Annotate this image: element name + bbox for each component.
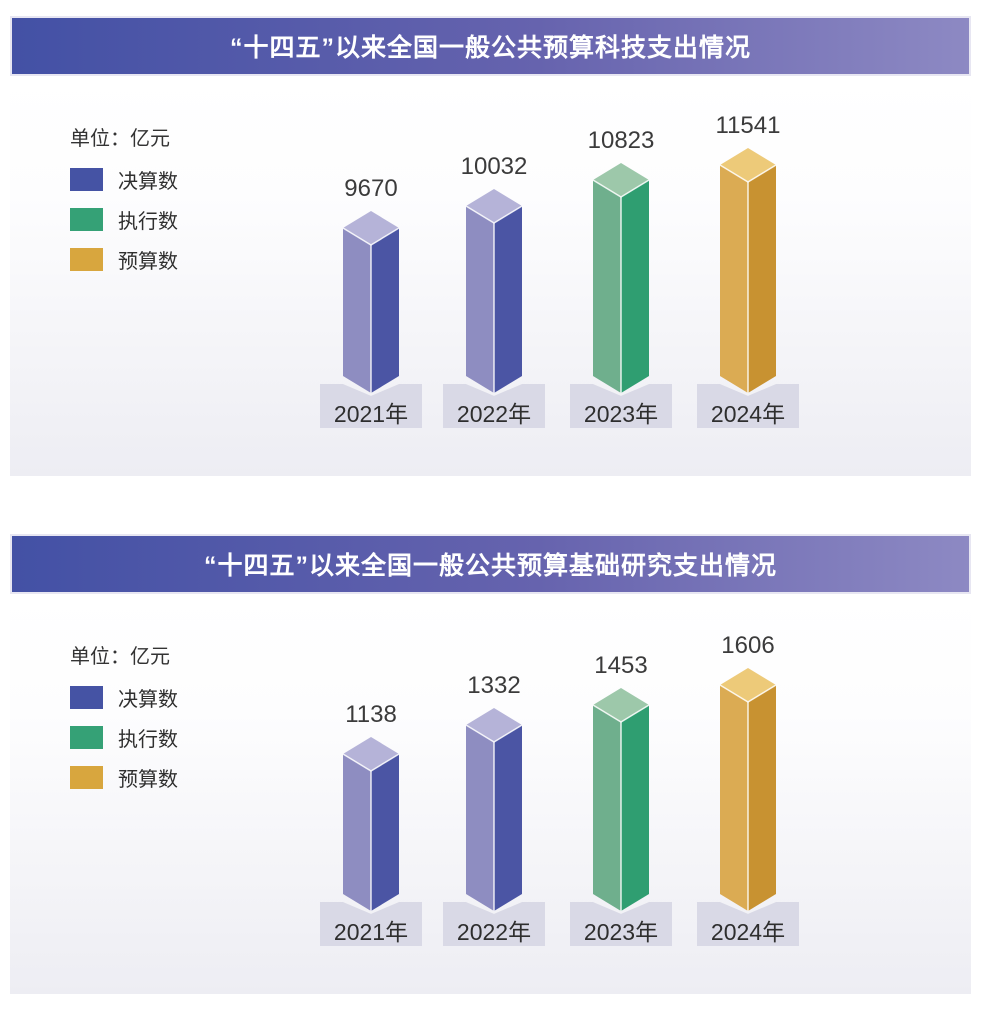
legend-label-execution: 执行数 <box>118 211 178 233</box>
legend-swatch-final-accounts <box>70 168 103 191</box>
unit-label: 单位：亿元 <box>70 128 170 150</box>
category-label-2024年: 2024年 <box>697 384 799 428</box>
panel-science-tech-spending: “十四五”以来全国一般公共预算科技支出情况 单位：亿元 决算数 执行数 预算数 … <box>10 16 971 476</box>
bar-value-label-2022年: 10032 <box>460 153 528 180</box>
bar-2022年 <box>466 189 522 393</box>
bar-plot: 9670 2021年 10032 2022年 10823 2023年 11541 2024年 <box>10 76 971 476</box>
bar-value-label-2021年: 1138 <box>345 701 397 728</box>
legend-label-final-accounts: 决算数 <box>118 171 178 193</box>
chart-title: “十四五”以来全国一般公共预算科技支出情况 <box>229 34 751 62</box>
panel-basic-research-spending: “十四五”以来全国一般公共预算基础研究支出情况 单位：亿元 决算数 执行数 预算… <box>10 534 971 994</box>
chart-canvas: 单位：亿元 决算数 执行数 预算数 1138 2021年 1332 2022年 1453… <box>10 594 971 994</box>
unit-label: 单位：亿元 <box>70 646 170 668</box>
bar-value-label-2024年: 1606 <box>721 632 775 659</box>
legend-item-budget: 预算数 <box>70 248 178 273</box>
legend-swatch-budget <box>70 248 103 271</box>
bar-2021年 <box>343 737 399 911</box>
bar-2023年 <box>593 688 649 911</box>
legend-item-budget: 预算数 <box>70 766 178 791</box>
legend-swatch-final-accounts <box>70 686 103 709</box>
legend: 决算数 执行数 预算数 <box>70 168 178 288</box>
legend-swatch-execution <box>70 208 103 231</box>
bar-2022年 <box>466 708 522 911</box>
legend: 决算数 执行数 预算数 <box>70 686 178 806</box>
bar-2024年 <box>720 148 776 393</box>
chart-title: “十四五”以来全国一般公共预算基础研究支出情况 <box>203 552 777 580</box>
bar-2023年 <box>593 163 649 393</box>
legend-item-execution: 执行数 <box>70 726 178 751</box>
legend-label-execution: 执行数 <box>118 729 178 751</box>
panel-header: “十四五”以来全国一般公共预算基础研究支出情况 <box>10 534 971 594</box>
bar-2021年 <box>343 211 399 393</box>
category-label-2022年: 2022年 <box>443 902 545 946</box>
legend-item-final-accounts: 决算数 <box>70 686 178 711</box>
legend-label-budget: 预算数 <box>118 769 178 791</box>
bar-value-label-2021年: 9670 <box>344 175 398 202</box>
legend-item-final-accounts: 决算数 <box>70 168 178 193</box>
legend-swatch-execution <box>70 726 103 749</box>
legend-item-execution: 执行数 <box>70 208 178 233</box>
chart-canvas: 单位：亿元 决算数 执行数 预算数 9670 2021年 10032 2022年 108… <box>10 76 971 476</box>
bar-value-label-2023年: 10823 <box>587 127 655 154</box>
category-label-2024年: 2024年 <box>697 902 799 946</box>
bar-value-label-2024年: 11541 <box>715 112 781 139</box>
bar-2024年 <box>720 668 776 911</box>
legend-label-budget: 预算数 <box>118 251 178 273</box>
bar-value-label-2022年: 1332 <box>467 672 521 699</box>
bar-value-label-2023年: 1453 <box>594 652 648 679</box>
legend-swatch-budget <box>70 766 103 789</box>
panel-header: “十四五”以来全国一般公共预算科技支出情况 <box>10 16 971 76</box>
bar-plot: 1138 2021年 1332 2022年 1453 2023年 1606 2024年 <box>10 594 971 994</box>
legend-label-final-accounts: 决算数 <box>118 689 178 711</box>
